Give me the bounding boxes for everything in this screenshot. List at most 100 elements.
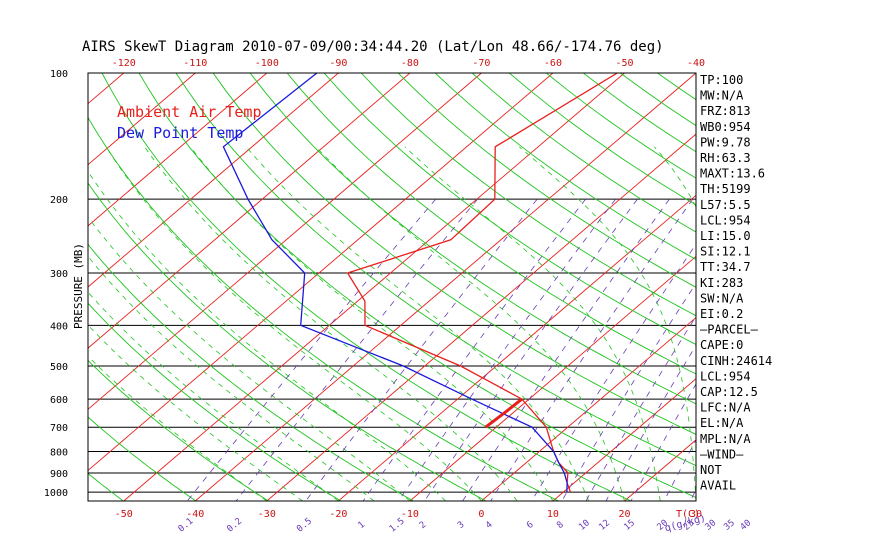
mixing-ratio-tick-label: 8 xyxy=(555,520,566,531)
dry-adiabat-line xyxy=(360,73,696,317)
pressure-tick-label: 1000 xyxy=(44,488,68,499)
dry-adiabat-line xyxy=(805,73,870,501)
mixing-ratio-tick-label: 12 xyxy=(597,518,612,533)
index-entry: SW:N/A xyxy=(700,291,744,305)
index-entry: NOT xyxy=(700,463,722,477)
isotherm-line xyxy=(88,73,482,410)
isotherm-line xyxy=(409,255,696,501)
index-entry: MW:N/A xyxy=(700,89,744,103)
legend-ambient-air-temp: Ambient Air Temp xyxy=(117,103,262,121)
mixing-ratio-tick-label: 40 xyxy=(739,518,754,533)
moist-adiabat-line xyxy=(88,170,446,501)
mixing-ratio-tick-label: 1 xyxy=(357,520,368,531)
mixing-ratio-line xyxy=(747,199,870,501)
dry-adiabat-line xyxy=(101,73,632,501)
bottom-temp-tick-label: 20 xyxy=(618,509,630,520)
dew-point-temp-line xyxy=(222,73,568,493)
mixing-ratio-tick-label: 35 xyxy=(722,518,737,533)
moist-adiabat-line xyxy=(190,146,554,501)
isotherm-line xyxy=(266,133,696,501)
mixing-ratio-line xyxy=(186,198,437,501)
index-entry: LFC:N/A xyxy=(700,401,751,415)
index-entry: MAXT:13.6 xyxy=(700,167,765,181)
chart-title: AIRS SkewT Diagram 2010-07-09/00:34:44.2… xyxy=(82,39,664,55)
legend-dew-point-temp: Dew Point Temp xyxy=(117,124,243,142)
top-temp-tick-label: -90 xyxy=(329,58,347,69)
mixing-ratio-line xyxy=(731,199,870,501)
top-temp-tick-label: -50 xyxy=(615,58,633,69)
y-axis-label: PRESSURE (MB) xyxy=(72,243,85,329)
dry-adiabat-line xyxy=(731,73,870,501)
bottom-temp-tick-label: 0 xyxy=(478,509,484,520)
bottom-temp-tick-label: 30 xyxy=(690,509,702,520)
dry-adiabat-line xyxy=(212,73,696,435)
mixing-ratio-line xyxy=(235,198,478,501)
mixing-ratio-line xyxy=(561,282,696,501)
index-entry: CAP:12.5 xyxy=(700,385,758,399)
index-entry: PW:9.78 xyxy=(700,135,751,149)
dry-adiabat-line xyxy=(138,73,696,499)
dry-adiabat-line xyxy=(768,73,870,501)
index-entry: LCL:954 xyxy=(700,213,751,227)
mixing-ratio-line xyxy=(362,198,586,501)
dry-adiabat-line xyxy=(323,73,696,346)
pressure-tick-label: 500 xyxy=(50,362,68,373)
top-temp-tick-label: -110 xyxy=(183,58,207,69)
moist-adiabat-line xyxy=(245,146,590,501)
index-entry: CAPE:0 xyxy=(700,338,743,352)
top-temp-tick-label: -40 xyxy=(687,58,705,69)
top-temp-tick-label: -70 xyxy=(472,58,490,69)
isotherm-line xyxy=(123,73,625,501)
dry-adiabat-line xyxy=(88,182,487,501)
temperature-unit-label: T(C) xyxy=(676,509,700,520)
plot-frame xyxy=(87,72,697,502)
mixing-ratio-line xyxy=(585,315,696,501)
mixing-ratio-tick-label: 6 xyxy=(525,520,536,531)
mixing-ratio-line xyxy=(630,383,696,501)
mixing-ratio-tick-label: 15 xyxy=(622,518,637,533)
moist-adiabat-line xyxy=(519,146,696,501)
mixing-ratio-line xyxy=(605,344,696,501)
isotherm-line xyxy=(195,73,696,501)
dry-adiabat-line xyxy=(286,73,696,375)
index-entry: L57:5.5 xyxy=(700,198,751,212)
index-entry: EI:0.2 xyxy=(700,307,743,321)
top-temperature-axis: -120 -110 -100 -90 -80 -70 -60 -50 -40 xyxy=(112,58,705,69)
top-temp-tick-label: -60 xyxy=(544,58,562,69)
dry-adiabat-line xyxy=(88,416,197,501)
pressure-axis: 100 200 300 400 500 600 700 800 900 1000 xyxy=(44,69,68,499)
index-entry: RH:63.3 xyxy=(700,151,751,165)
mixing-ratio-line xyxy=(531,243,696,501)
dry-adiabat-line xyxy=(88,302,342,501)
pressure-tick-label: 300 xyxy=(50,269,68,280)
index-entry: —WIND— xyxy=(700,447,744,461)
mixing-ratio-line xyxy=(398,198,616,501)
index-entry: TH:5199 xyxy=(700,182,751,196)
index-entry: LCL:954 xyxy=(700,369,751,383)
bottom-temp-tick-label: -50 xyxy=(115,509,133,520)
moist-adiabat-line xyxy=(88,355,268,501)
isotherm-line xyxy=(88,73,411,349)
pressure-tick-label: 700 xyxy=(50,423,68,434)
mixing-ratio-tick-label: 2 xyxy=(418,520,429,531)
moist-adiabat-line xyxy=(88,255,375,501)
mixing-ratio-tick-label: 0.2 xyxy=(225,516,244,534)
dry-adiabat-line xyxy=(88,472,124,501)
pressure-tick-label: 400 xyxy=(50,321,68,332)
index-entry: EL:N/A xyxy=(700,416,744,430)
index-entry: LI:15.0 xyxy=(700,229,751,243)
dry-adiabat-line xyxy=(175,73,696,467)
plot-area xyxy=(87,72,870,502)
mixing-ratio-tick-label: 0.5 xyxy=(295,516,314,534)
pressure-tick-label: 900 xyxy=(50,469,68,480)
bottom-temp-tick-label: -40 xyxy=(186,509,204,520)
bottom-temperature-axis: -50 -40 -30 -20 -10 0 10 20 30T(C) xyxy=(115,509,702,520)
isotherm-line xyxy=(88,73,339,288)
index-entry: CINH:24614 xyxy=(700,354,772,368)
index-entry: MPL:N/A xyxy=(700,432,751,446)
index-entry: WB0:954 xyxy=(700,120,751,134)
moist-adiabat-line xyxy=(315,146,625,501)
index-entry: AVAIL xyxy=(700,479,736,493)
